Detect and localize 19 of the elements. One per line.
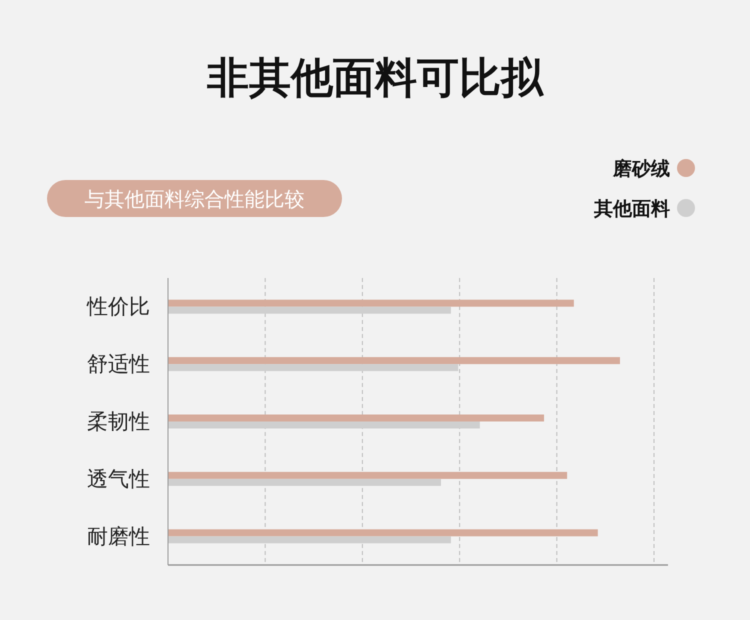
y-tick-label: 性价比	[86, 294, 150, 319]
legend-label: 磨砂绒	[612, 158, 670, 180]
y-tick-label: 柔韧性	[87, 410, 150, 434]
bar	[168, 306, 451, 314]
bar	[168, 536, 451, 544]
bar	[168, 364, 458, 372]
legend-label: 其他面料	[593, 198, 670, 220]
bar	[168, 414, 544, 422]
chart-title: 非其他面料可比拟	[206, 53, 544, 102]
bar	[168, 422, 480, 428]
bar	[168, 529, 598, 536]
y-tick-label: 耐磨性	[87, 524, 150, 548]
chart-subtitle: 与其他面料综合性能比较	[84, 187, 304, 211]
bar	[168, 357, 620, 364]
y-tick-label: 透气性	[87, 466, 150, 491]
y-tick-label: 舒适性	[87, 352, 150, 376]
bar	[168, 478, 441, 486]
bar	[168, 300, 574, 307]
bar	[168, 472, 568, 479]
